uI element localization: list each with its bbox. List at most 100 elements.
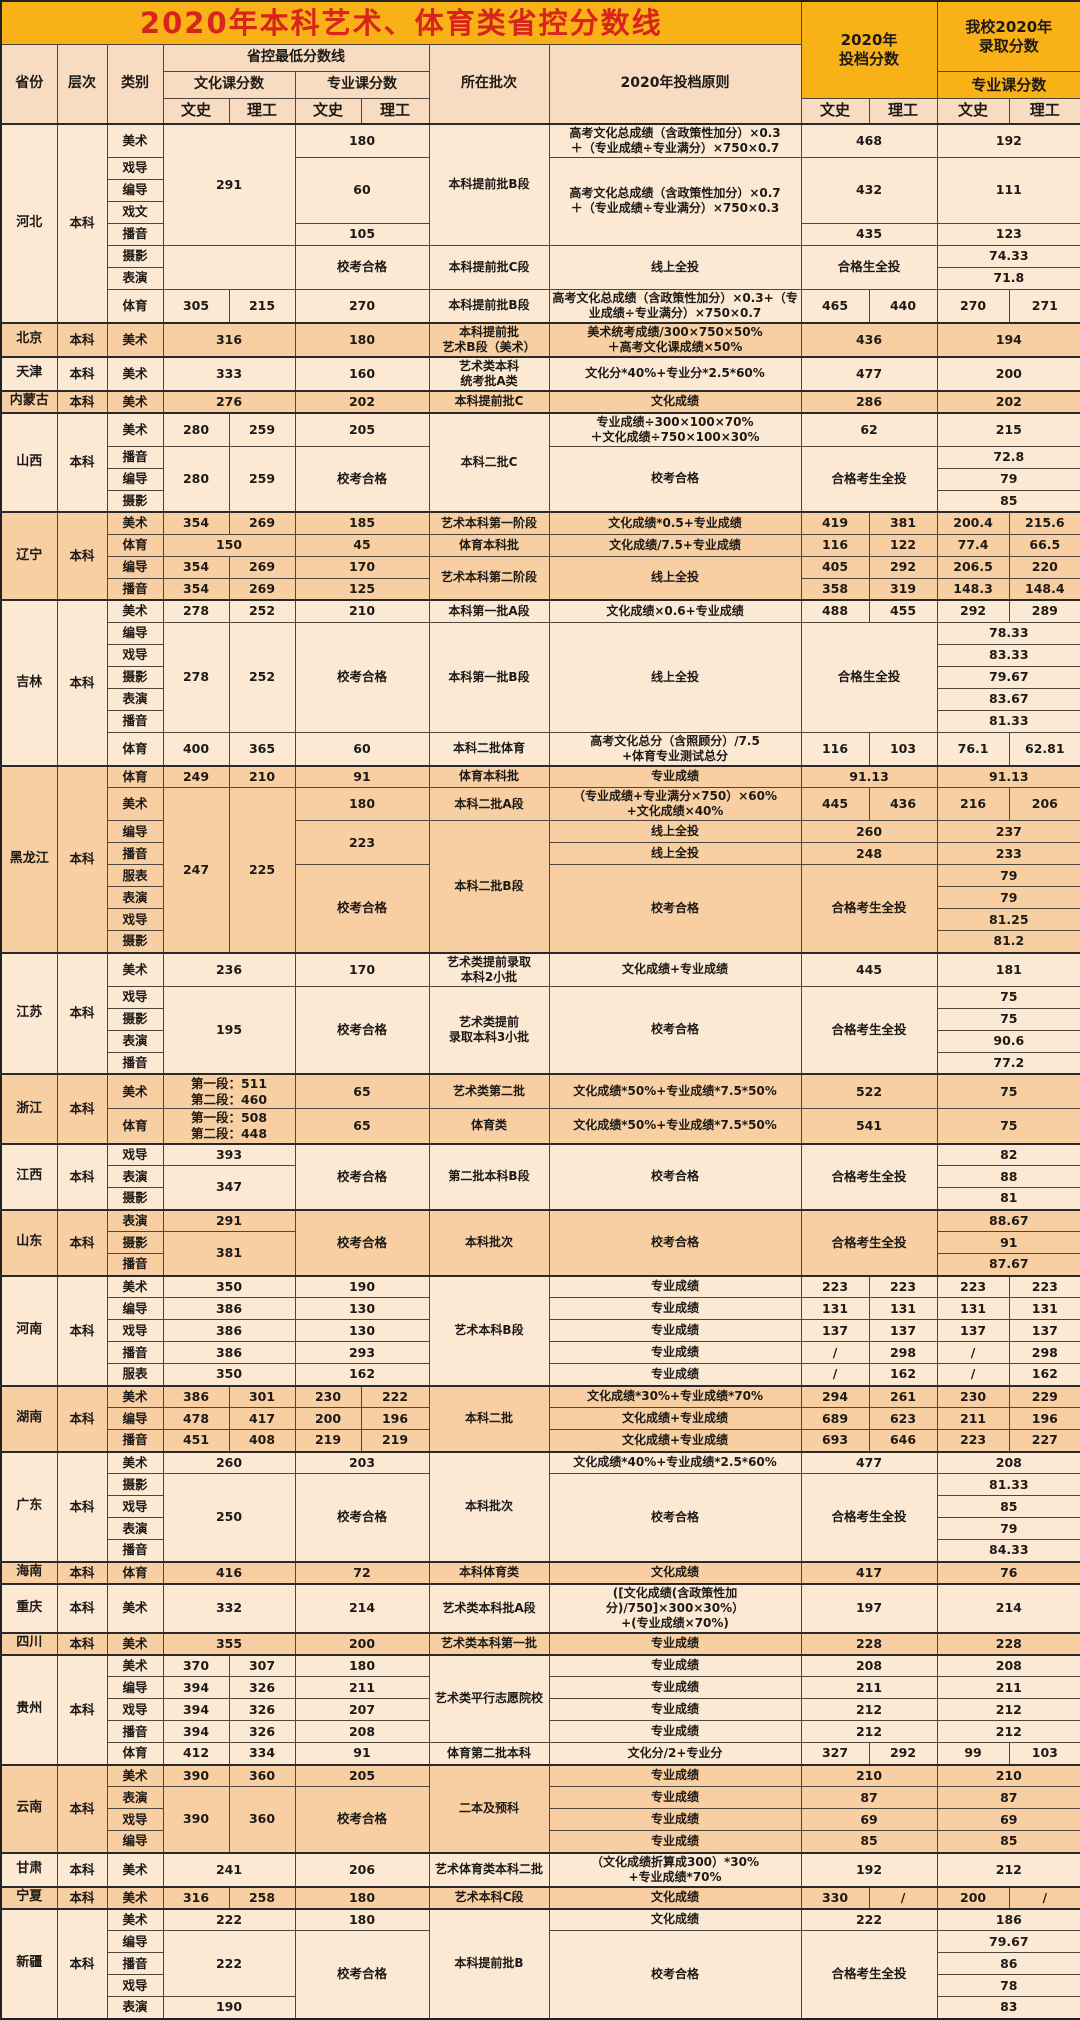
admission-wenshi-cell: 88.67 (936, 1208, 1080, 1232)
culture-score-wenshi-cell: 278 (162, 621, 230, 733)
toudang-wenshi-cell: 465 (800, 288, 870, 323)
table-row: 播音 451 408 219 219 文化成绩+专业成绩 693 646 223 227 (1, 1429, 1080, 1452)
culture-score-wenshi-cell: 386 (162, 1297, 296, 1320)
category-cell: 美术 (106, 1384, 164, 1408)
culture-score-ligong-cell: 269 (228, 511, 296, 535)
principle-cell: （文化成绩折算成300）*30% +专业成绩*70% (548, 1851, 802, 1887)
admission-wenshi-cell: 87 (936, 1786, 1080, 1809)
category-cell: 戏导 (106, 1142, 164, 1166)
province-cell: 湖南 (0, 1384, 58, 1452)
culture-score-wenshi-cell: 190 (162, 1996, 296, 2019)
major-score-wenshi-cell: 校考合格 (294, 621, 430, 733)
category-cell: 播音 (106, 709, 164, 733)
category-cell: 播音 (106, 1429, 164, 1452)
admission-wenshi-cell: 79 (936, 886, 1080, 909)
culture-score-ligong-cell: 258 (228, 1885, 296, 1909)
category-cell: 摄影 (106, 244, 164, 268)
table-row: 江西 本科 戏导 393 校考合格 第二批本科B段 校考合格 合格考生全投 82 (0, 1142, 1080, 1210)
principle-cell: 文化成绩+专业成绩 (548, 1429, 802, 1452)
culture-score-ligong-cell: 252 (228, 599, 296, 623)
category-cell: 美术 (106, 1907, 164, 1931)
admission-wenshi-cell: 212 (936, 1720, 1080, 1743)
category-cell: 美术 (106, 787, 164, 821)
col-header-ligong: 理工 (228, 98, 296, 124)
table-row: 播音 386 293 专业成绩/298/298 (1, 1341, 1080, 1364)
principle-cell: （专业成绩+专业满分×750）×60% +文化成绩×40% (548, 787, 802, 821)
admission-wenshi-cell: 206.5 (936, 555, 1010, 579)
batch-cell: 本科批次 (428, 1450, 550, 1562)
admission-ligong-cell: 229 (1008, 1384, 1080, 1408)
culture-score-wenshi-cell: 390 (162, 1786, 230, 1853)
admission-ligong-cell: 227 (1008, 1429, 1080, 1452)
category-cell: 美术 (106, 1274, 164, 1298)
principle-cell: 专业成绩 (548, 1653, 802, 1677)
table-row: 编导 223 本科二批B段 线上全投 260 237 (1, 820, 1080, 953)
major-score-wenshi-cell: 校考合格 (294, 244, 430, 290)
toudang-wenshi-cell: 260 (800, 820, 938, 843)
culture-score-wenshi-cell: 354 (162, 511, 230, 535)
toudang-wenshi-cell: 合格考生全投 (800, 445, 938, 513)
admission-wenshi-cell: 208 (936, 1450, 1080, 1474)
major-score-wenshi-cell: 校考合格 (294, 985, 430, 1075)
toudang-wenshi-cell: 294 (800, 1384, 870, 1408)
major-score-wenshi-cell: 293 (294, 1341, 430, 1364)
batch-cell: 艺术本科C段 (428, 1885, 550, 1909)
major-score-wenshi-cell: 65 (294, 1073, 430, 1110)
toudang-wenshi-cell: 541 (800, 1108, 938, 1144)
culture-score-wenshi-cell: 第一段：508 第二段：448 (162, 1108, 296, 1144)
admission-wenshi-cell: 83.67 (936, 687, 1080, 711)
principle-cell: 专业成绩 (548, 1274, 802, 1298)
major-score-wenshi-cell: 130 (294, 1319, 430, 1342)
admission-wenshi-cell: 79.67 (936, 665, 1080, 689)
culture-score-wenshi-cell: 249 (162, 764, 230, 788)
principle-cell: 专业成绩 (548, 1631, 802, 1655)
principle-cell: 文化成绩/7.5+专业成绩 (548, 533, 802, 557)
table-row: 播音 354 269 125 358 319 148.3 148.4 (1, 577, 1080, 601)
principle-cell: 专业成绩 (548, 1786, 802, 1809)
category-cell: 戏导 (106, 1319, 164, 1342)
principle-cell: 文化成绩+专业成绩 (548, 1407, 802, 1430)
toudang-wenshi-cell: 228 (800, 1631, 938, 1655)
admission-wenshi-cell: 83.33 (936, 643, 1080, 667)
admission-wenshi-cell: 123 (936, 222, 1080, 246)
culture-score-ligong-cell: 210 (228, 764, 296, 788)
culture-score-wenshi-cell: 280 (162, 411, 230, 447)
table-row: 体育 412 334 91 体育第二批本科 文化分/2+专业分 327 292 99 103 (1, 1742, 1080, 1765)
batch-cell: 艺术类本科批A段 (428, 1582, 550, 1633)
batch-cell: 本科二批体育 (428, 731, 550, 766)
table-row: 表演 90.6 (1, 1029, 1080, 1053)
major-score-ligong-cell: 219 (360, 1429, 430, 1452)
table-row: 编导 354 269 170 艺术本科第二阶段 线上全投 405 292 206.5 220 (1, 555, 1080, 601)
admission-wenshi-cell: 200.4 (936, 511, 1010, 535)
category-cell: 摄影 (106, 1473, 164, 1496)
table-row: 江苏 本科 美术 236 170 艺术类提前录取 本科2小批 文化成绩+专业成绩 445 181 (0, 951, 1080, 1075)
table-row: 山东 本科 表演 291 校考合格 本科批次 校考合格 合格考生全投 88.67 (0, 1208, 1080, 1276)
toudang-wenshi-cell: 合格考生全投 (800, 1142, 938, 1210)
major-score-wenshi-cell: 185 (294, 511, 430, 535)
major-score-wenshi-cell: 205 (294, 1763, 430, 1787)
culture-score-wenshi-cell: 354 (162, 555, 230, 579)
admission-ligong-cell: 271 (1008, 288, 1080, 323)
toudang-wenshi-cell: 358 (800, 577, 870, 601)
toudang-wenshi-cell: / (800, 1363, 870, 1386)
level-cell: 本科 (56, 1208, 108, 1276)
admission-wenshi-cell: 75 (936, 1108, 1080, 1144)
toudang-wenshi-cell: 223 (800, 1274, 870, 1298)
admission-ligong-cell: 298 (1008, 1341, 1080, 1364)
toudang-wenshi-cell: 85 (800, 1830, 938, 1853)
table-row: 编导 79 (1, 467, 1080, 491)
principle-cell: 文化成绩×0.6+专业成绩 (548, 599, 802, 623)
level-cell: 本科 (56, 1763, 108, 1853)
table-row: 辽宁 本科 美术 354 269 185 艺术本科第一阶段 文化成绩*0.5+专业成绩 419 3… (0, 511, 1080, 601)
major-score-ligong-cell: 196 (360, 1407, 430, 1430)
principle-cell: 校考合格 (548, 864, 802, 953)
culture-score-ligong-cell: 417 (228, 1407, 296, 1430)
admission-wenshi-cell: 87.67 (936, 1253, 1080, 1276)
toudang-wenshi-cell: 445 (800, 787, 870, 821)
category-cell: 播音 (106, 1253, 164, 1276)
level-cell: 本科 (56, 389, 108, 413)
major-score-wenshi-cell: 270 (294, 288, 430, 323)
culture-score-wenshi-cell: 394 (162, 1720, 230, 1743)
batch-cell: 本科批次 (428, 1208, 550, 1276)
principle-cell: 专业成绩 (548, 1297, 802, 1320)
